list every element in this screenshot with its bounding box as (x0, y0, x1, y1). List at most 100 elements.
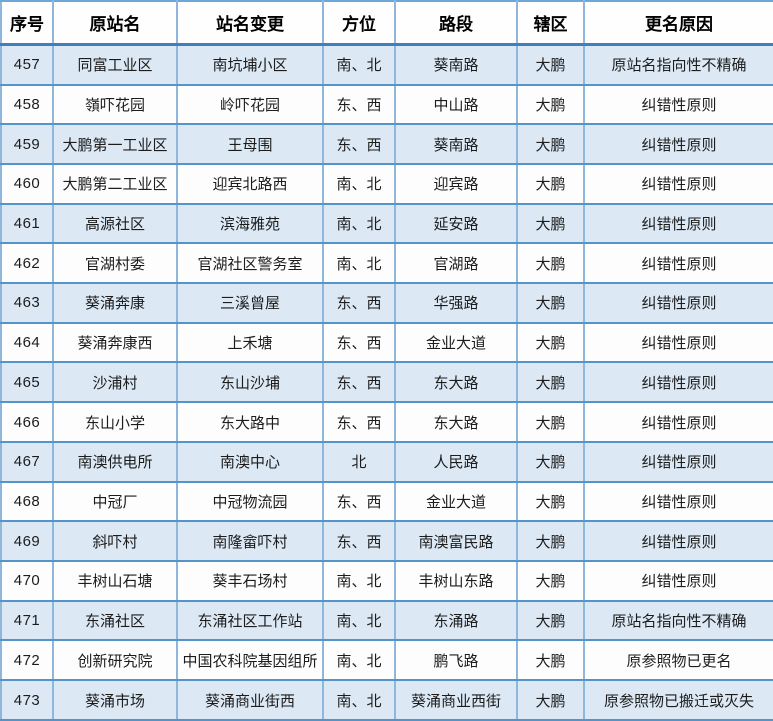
cell-seq: 466 (0, 401, 54, 443)
table-row: 461 高源社区 滨海雅苑 南、北 延安路 大鹏 纠错性原则 (0, 202, 773, 245)
cell-reason: 原站名指向性不精确 (583, 43, 773, 86)
table-row: 469 斜吓村 南隆畲吓村 东、西 南澳富民路 大鹏 纠错性原则 (0, 520, 773, 562)
table-header: 序号 原站名 站名变更 方位 路段 辖区 更名原因 (0, 0, 773, 46)
cell-road: 葵南路 (394, 123, 518, 165)
table-row: 458 嶺吓花园 岭吓花园 东、西 中山路 大鹏 纠错性原则 (0, 83, 773, 126)
cell-road: 官湖路 (394, 242, 518, 285)
cell-new-name: 南隆畲吓村 (176, 520, 324, 562)
cell-direction: 南、北 (322, 560, 396, 602)
table-row: 462 官湖村委 官湖社区警务室 南、北 官湖路 大鹏 纠错性原则 (0, 242, 773, 285)
table-row: 473 葵涌市场 葵涌商业街西 南、北 葵涌商业西街 大鹏 原参照物已搬迁或灭失 (0, 679, 773, 721)
cell-new-name: 葵丰石场村 (176, 560, 324, 602)
table-row: 463 葵涌奔康 三溪曾屋 东、西 华强路 大鹏 纠错性原则 (0, 282, 773, 324)
cell-district: 大鹏 (516, 282, 585, 324)
cell-direction: 南、北 (322, 679, 396, 721)
table-row: 471 东涌社区 东涌社区工作站 南、北 东涌路 大鹏 原站名指向性不精确 (0, 599, 773, 642)
cell-direction: 南、北 (322, 242, 396, 285)
cell-new-name: 官湖社区警务室 (176, 242, 324, 285)
cell-original-name: 葵涌奔康西 (52, 321, 178, 364)
cell-original-name: 高源社区 (52, 202, 178, 245)
cell-district: 大鹏 (516, 679, 585, 721)
header-new-name: 站名变更 (176, 0, 324, 46)
cell-new-name: 滨海雅苑 (176, 202, 324, 245)
cell-seq: 460 (0, 162, 54, 205)
cell-original-name: 中冠厂 (52, 480, 178, 523)
cell-district: 大鹏 (516, 83, 585, 126)
cell-reason: 纠错性原则 (583, 480, 773, 523)
cell-seq: 467 (0, 440, 54, 483)
cell-district: 大鹏 (516, 639, 585, 682)
table-row: 470 丰树山石塘 葵丰石场村 南、北 丰树山东路 大鹏 纠错性原则 (0, 560, 773, 602)
cell-road: 人民路 (394, 440, 518, 483)
cell-new-name: 葵涌商业街西 (176, 679, 324, 721)
header-reason: 更名原因 (583, 0, 773, 46)
cell-new-name: 迎宾北路西 (176, 162, 324, 205)
cell-original-name: 丰树山石塘 (52, 560, 178, 602)
cell-road: 东涌路 (394, 599, 518, 642)
cell-new-name: 中冠物流园 (176, 480, 324, 523)
cell-reason: 原参照物已更名 (583, 639, 773, 682)
cell-reason: 纠错性原则 (583, 162, 773, 205)
cell-district: 大鹏 (516, 43, 585, 86)
table-row: 457 同富工业区 南坑埔小区 南、北 葵南路 大鹏 原站名指向性不精确 (0, 43, 773, 86)
cell-road: 葵南路 (394, 43, 518, 86)
cell-new-name: 岭吓花园 (176, 83, 324, 126)
cell-new-name: 上禾塘 (176, 321, 324, 364)
cell-road: 迎宾路 (394, 162, 518, 205)
header-row: 序号 原站名 站名变更 方位 路段 辖区 更名原因 (0, 0, 773, 46)
cell-direction: 东、西 (322, 123, 396, 165)
cell-seq: 468 (0, 480, 54, 523)
cell-direction: 北 (322, 440, 396, 483)
cell-road: 东大路 (394, 401, 518, 443)
cell-road: 金业大道 (394, 321, 518, 364)
cell-district: 大鹏 (516, 321, 585, 364)
cell-original-name: 斜吓村 (52, 520, 178, 562)
cell-seq: 464 (0, 321, 54, 364)
cell-original-name: 大鹏第二工业区 (52, 162, 178, 205)
table-row: 460 大鹏第二工业区 迎宾北路西 南、北 迎宾路 大鹏 纠错性原则 (0, 162, 773, 205)
cell-original-name: 嶺吓花园 (52, 83, 178, 126)
table-row: 466 东山小学 东大路中 东、西 东大路 大鹏 纠错性原则 (0, 401, 773, 443)
cell-seq: 470 (0, 560, 54, 602)
cell-seq: 463 (0, 282, 54, 324)
cell-road: 东大路 (394, 361, 518, 404)
cell-reason: 纠错性原则 (583, 361, 773, 404)
header-road: 路段 (394, 0, 518, 46)
table-row: 465 沙浦村 东山沙埔 东、西 东大路 大鹏 纠错性原则 (0, 361, 773, 404)
cell-original-name: 葵涌奔康 (52, 282, 178, 324)
header-direction: 方位 (322, 0, 396, 46)
cell-reason: 纠错性原则 (583, 202, 773, 245)
table-row: 472 创新研究院 中国农科院基因组所 南、北 鹏飞路 大鹏 原参照物已更名 (0, 639, 773, 682)
header-original-name: 原站名 (52, 0, 178, 46)
cell-direction: 东、西 (322, 520, 396, 562)
header-seq: 序号 (0, 0, 54, 46)
cell-reason: 纠错性原则 (583, 560, 773, 602)
cell-direction: 南、北 (322, 639, 396, 682)
cell-reason: 纠错性原则 (583, 520, 773, 562)
cell-seq: 473 (0, 679, 54, 721)
cell-reason: 原参照物已搬迁或灭失 (583, 679, 773, 721)
cell-road: 延安路 (394, 202, 518, 245)
cell-seq: 459 (0, 123, 54, 165)
cell-direction: 南、北 (322, 202, 396, 245)
cell-new-name: 王母围 (176, 123, 324, 165)
table-body: 457 同富工业区 南坑埔小区 南、北 葵南路 大鹏 原站名指向性不精确 458 嶺吓花园 岭吓花… (0, 43, 773, 721)
table-row: 468 中冠厂 中冠物流园 东、西 金业大道 大鹏 纠错性原则 (0, 480, 773, 523)
cell-reason: 纠错性原则 (583, 242, 773, 285)
cell-district: 大鹏 (516, 361, 585, 404)
cell-direction: 东、西 (322, 361, 396, 404)
cell-original-name: 南澳供电所 (52, 440, 178, 483)
cell-reason: 纠错性原则 (583, 321, 773, 364)
cell-new-name: 中国农科院基因组所 (176, 639, 324, 682)
cell-seq: 457 (0, 43, 54, 86)
cell-district: 大鹏 (516, 162, 585, 205)
table-row: 459 大鹏第一工业区 王母围 东、西 葵南路 大鹏 纠错性原则 (0, 123, 773, 165)
cell-reason: 原站名指向性不精确 (583, 599, 773, 642)
cell-direction: 南、北 (322, 43, 396, 86)
cell-seq: 469 (0, 520, 54, 562)
cell-direction: 东、西 (322, 401, 396, 443)
cell-direction: 东、西 (322, 83, 396, 126)
cell-seq: 472 (0, 639, 54, 682)
